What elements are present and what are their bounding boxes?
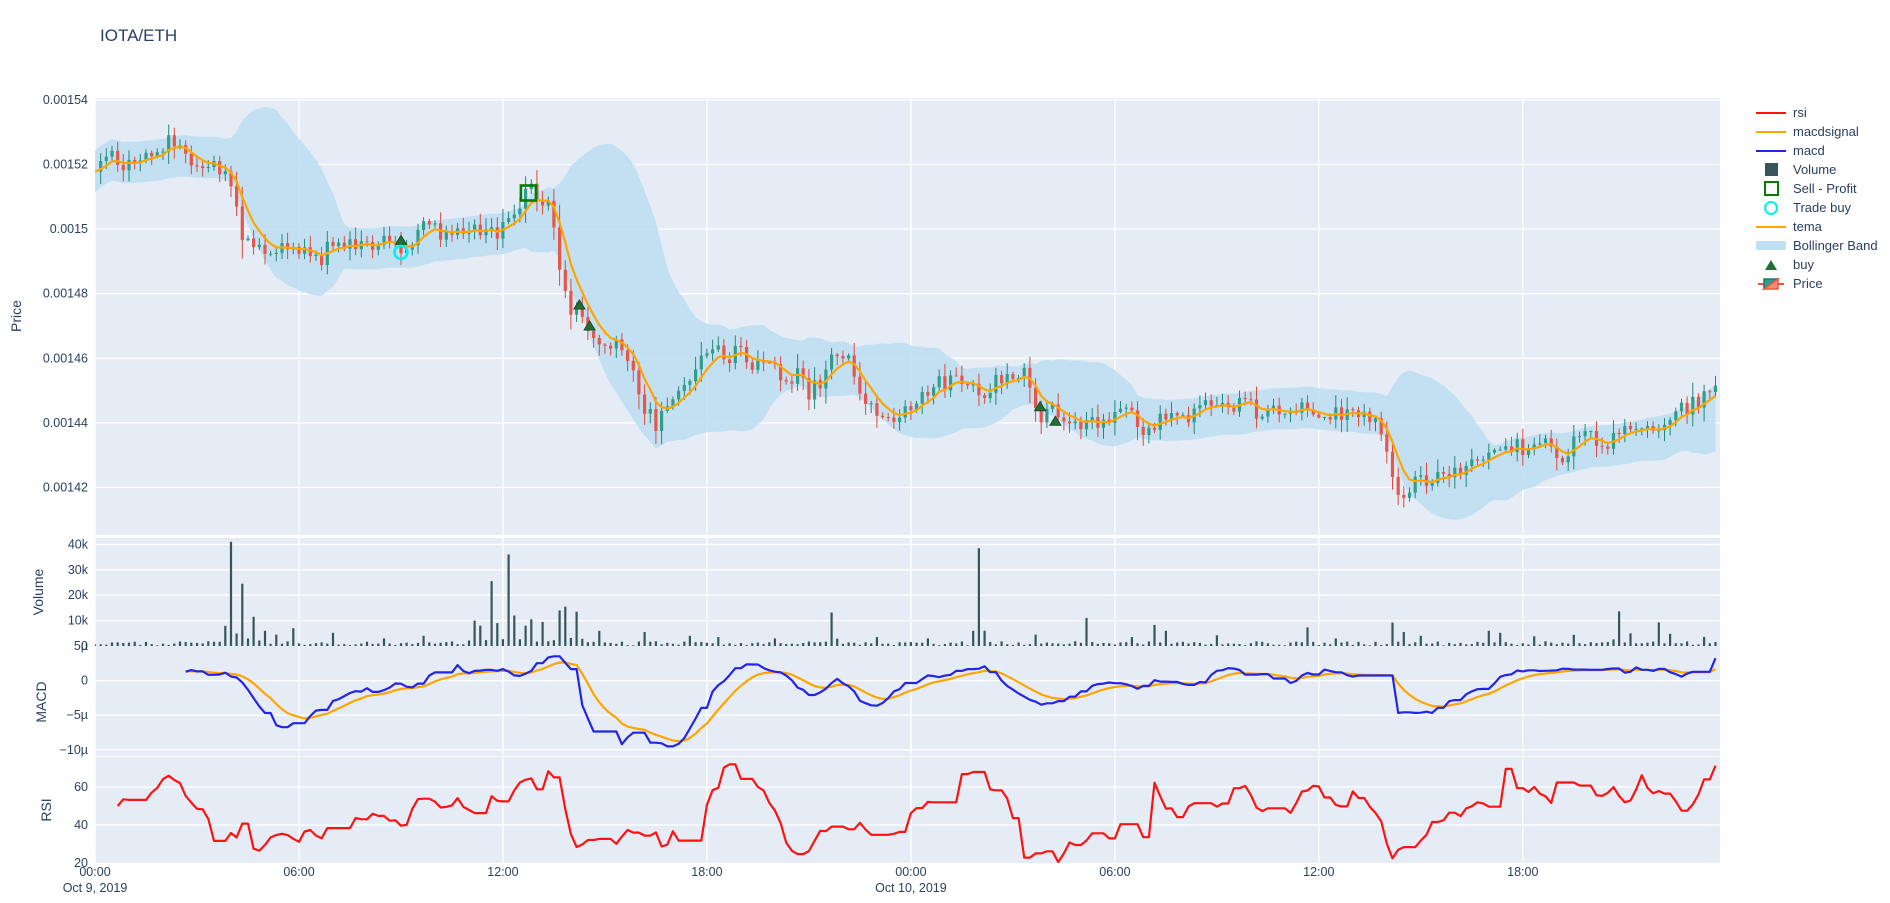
volume-bars	[95, 541, 1717, 646]
legend-item-volume[interactable]: Volume	[1754, 160, 1878, 179]
buy-marker	[1033, 400, 1047, 412]
legend-label: Volume	[1793, 162, 1837, 177]
macd-line	[185, 655, 1717, 748]
rsi-panel[interactable]	[95, 757, 1720, 863]
legend-item-price[interactable]: Price	[1754, 274, 1878, 293]
price-tick-label: 0.00142	[43, 481, 88, 495]
legend-item-rsi[interactable]: rsi	[1754, 103, 1878, 122]
rsi-tick-label: 20	[74, 856, 88, 870]
legend-label: macd	[1793, 143, 1825, 158]
legend-label: macdsignal	[1793, 124, 1859, 139]
trade-buy-marker	[393, 244, 409, 261]
buy-marker	[583, 320, 596, 331]
volume-tick-label: 20k	[68, 588, 89, 602]
trade-markers	[393, 184, 1062, 426]
tema-swatch-icon	[1754, 225, 1788, 228]
x-tick-label: 00:00	[79, 865, 110, 879]
price-swatch-icon	[1754, 277, 1788, 291]
tema-line	[95, 145, 1717, 484]
legend-label: rsi	[1793, 105, 1807, 120]
x-tick-label: 12:00	[487, 865, 518, 879]
chart-title: IOTA/ETH	[100, 26, 178, 45]
volume-tick-label: 40k	[68, 537, 89, 551]
macd-tick-label: 5µ	[74, 639, 88, 653]
x-tick-label: 00:00	[895, 865, 926, 879]
legend-item-tema[interactable]: tema	[1754, 217, 1878, 236]
legend: rsi macdsignal macd Volume Sell - Profit Trad…	[1754, 103, 1878, 293]
macd-swatch-icon	[1754, 149, 1788, 152]
macdsignal-swatch-icon	[1754, 130, 1788, 133]
price-tick-label: 0.00154	[43, 93, 88, 107]
legend-item-sell-profit[interactable]: Sell - Profit	[1754, 179, 1878, 198]
bollinger-band-swatch-icon	[1754, 241, 1788, 250]
legend-label: tema	[1793, 219, 1822, 234]
legend-label: Trade buy	[1793, 200, 1852, 215]
x-tick-label: 06:00	[1099, 865, 1130, 879]
volume-swatch-icon	[1754, 163, 1788, 176]
x-date-label: Oct 9, 2019	[63, 881, 128, 895]
bollinger-band	[95, 107, 1716, 520]
buy-marker	[1049, 415, 1062, 426]
legend-item-macd[interactable]: macd	[1754, 141, 1878, 160]
volume-tick-label: 30k	[68, 563, 89, 577]
sell-profit-swatch-icon	[1754, 181, 1788, 196]
price-tick-label: 0.0015	[50, 222, 88, 236]
volume-tick-label: 10k	[68, 614, 89, 628]
trade-buy-swatch-icon	[1754, 200, 1788, 215]
legend-item-buy[interactable]: buy	[1754, 255, 1878, 274]
x-date-label: Oct 10, 2019	[875, 881, 947, 895]
legend-item-bollinger-band[interactable]: Bollinger Band	[1754, 236, 1878, 255]
buy-swatch-icon	[1754, 259, 1788, 270]
price-tick-label: 0.00144	[43, 416, 88, 430]
sell-profit-marker	[519, 184, 538, 202]
rsi-tick-label: 40	[74, 818, 88, 832]
legend-label: buy	[1793, 257, 1814, 272]
rsi-tick-label: 60	[74, 780, 88, 794]
price-tick-label: 0.00152	[43, 158, 88, 172]
x-tick-label: 18:00	[691, 865, 722, 879]
x-tick-label: 12:00	[1303, 865, 1334, 879]
macd-panel[interactable]	[95, 646, 1720, 756]
legend-label: Bollinger Band	[1793, 238, 1878, 253]
rsi-swatch-icon	[1754, 111, 1788, 114]
legend-label: Price	[1793, 276, 1823, 291]
macd-tick-label: 0	[81, 674, 88, 688]
rsi-line	[116, 763, 1717, 863]
price-tick-label: 0.00146	[43, 351, 88, 365]
macd-tick-label: −5µ	[67, 708, 88, 722]
volume-tick-label: 0	[81, 639, 88, 653]
buy-marker	[573, 299, 586, 310]
macd-tick-label: −10µ	[60, 743, 88, 757]
x-tick-label: 06:00	[283, 865, 314, 879]
macdsignal-line	[185, 661, 1717, 743]
x-tick-label: 18:00	[1507, 865, 1538, 879]
price-tick-label: 0.00148	[43, 287, 88, 301]
legend-item-trade-buy[interactable]: Trade buy	[1754, 198, 1878, 217]
buy-marker	[394, 234, 408, 245]
price-candles	[99, 124, 1718, 508]
volume-panel[interactable]	[95, 538, 1720, 646]
legend-item-macdsignal[interactable]: macdsignal	[1754, 122, 1878, 141]
legend-label: Sell - Profit	[1793, 181, 1857, 196]
